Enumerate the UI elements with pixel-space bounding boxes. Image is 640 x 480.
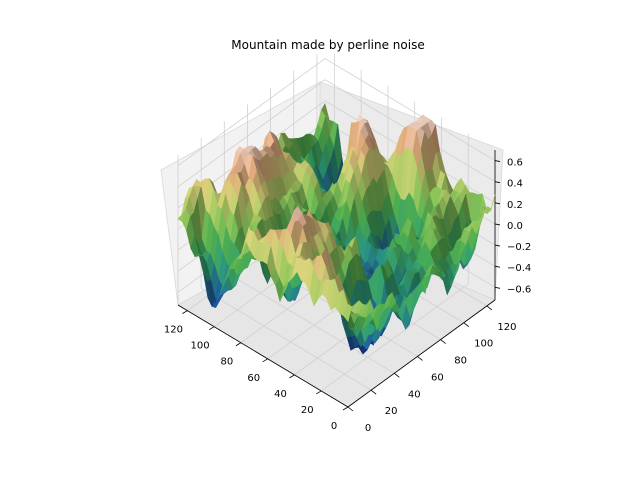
z-tick-mark	[494, 202, 501, 205]
y-tick-mark	[417, 356, 423, 361]
x-tick-mark	[262, 358, 268, 363]
x-axis-line	[177, 304, 349, 408]
x-tick-mark	[316, 390, 322, 395]
surface-facet	[343, 303, 353, 323]
z-tick-mark	[494, 223, 501, 226]
x-ticks	[182, 310, 349, 411]
x-tick-label: 80	[221, 357, 234, 368]
x-tick-mark	[289, 374, 295, 379]
x-tick-mark	[182, 310, 188, 314]
z-ticks	[494, 160, 501, 289]
y-axis: 0 20 40 60 80 100 120	[347, 305, 517, 434]
y-axis-line	[347, 299, 496, 408]
z-tick-labels: −0.6 −0.4 −0.2 0.0 0.2 0.4 0.6	[507, 158, 531, 296]
axis-lines	[177, 150, 496, 408]
y-tick-mark	[440, 339, 446, 344]
x-tick-label: 40	[274, 389, 287, 400]
y-tick-label: 120	[497, 322, 516, 333]
z-tick-mark	[494, 286, 501, 289]
z-tick-label: −0.2	[507, 242, 531, 253]
y-tick-mark	[463, 322, 469, 328]
z-axis: −0.6 −0.4 −0.2 0.0 0.2 0.4 0.6	[494, 158, 531, 296]
z-tick-label: 0.4	[507, 179, 523, 190]
grid-line-z-right	[324, 58, 496, 161]
y-tick-label: 40	[408, 389, 421, 400]
z-tick-label: 0.0	[507, 221, 523, 232]
x-tick-label: 120	[164, 325, 183, 336]
x-tick-mark	[342, 406, 349, 411]
y-tick-mark	[486, 305, 493, 311]
grid-line-floor-x	[320, 283, 469, 392]
x-tick-labels: 0 20 40 60 80 100 120	[164, 325, 337, 432]
z-tick-label: −0.4	[507, 263, 531, 274]
y-tick-label: 60	[431, 372, 444, 383]
chart-title: Mountain made by perline noise	[231, 38, 424, 52]
x-tick-mark	[208, 326, 215, 331]
x-axis: 0 20 40 60 80 100 120	[164, 310, 349, 432]
z-tick-mark	[494, 181, 501, 184]
y-tick-label: 0	[365, 423, 371, 434]
x-tick-mark	[235, 342, 242, 347]
x-tick-label: 60	[247, 373, 260, 384]
grid-line-floor-y	[200, 287, 372, 391]
y-tick-mark	[370, 389, 377, 395]
grid-line-z-left	[177, 58, 326, 166]
z-tick-label: −0.6	[507, 284, 531, 295]
y-tick-labels: 0 20 40 60 80 100 120	[365, 322, 517, 434]
y-tick-mark	[347, 406, 354, 412]
z-tick-label: 0.6	[507, 158, 523, 169]
y-tick-label: 80	[454, 356, 467, 367]
y-tick-label: 20	[385, 406, 398, 417]
x-tick-label: 100	[191, 341, 210, 352]
y-tick-mark	[394, 372, 400, 378]
z-tick-mark	[494, 160, 501, 162]
terrain-surface	[177, 102, 496, 355]
x-tick-label: 20	[301, 405, 314, 416]
grid-line-z-left	[177, 79, 326, 188]
y-tick-label: 100	[474, 339, 493, 350]
x-tick-label: 0	[331, 421, 337, 432]
z-tick-mark	[494, 265, 501, 268]
z-tick-mark	[494, 244, 501, 247]
y-ticks	[347, 305, 493, 412]
grid-line-floor-y	[224, 270, 395, 374]
z-tick-label: 0.2	[507, 200, 523, 211]
